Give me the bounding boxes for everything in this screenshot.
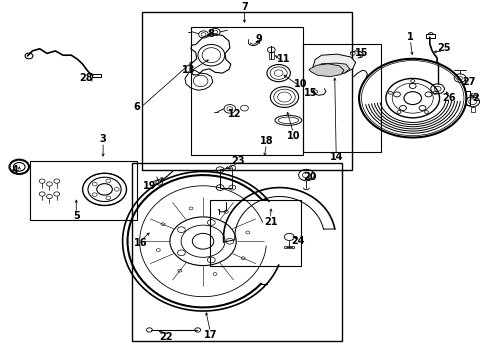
Text: 9: 9 — [255, 34, 262, 44]
Bar — [190, 27, 303, 156]
Text: 6: 6 — [134, 102, 141, 112]
Text: 21: 21 — [264, 217, 278, 226]
Bar — [303, 45, 380, 152]
Polygon shape — [312, 54, 355, 75]
Text: 10: 10 — [293, 79, 306, 89]
Text: 22: 22 — [160, 332, 173, 342]
Text: 24: 24 — [291, 236, 304, 246]
Text: 18: 18 — [259, 136, 273, 146]
Polygon shape — [315, 63, 349, 75]
Text: 19: 19 — [142, 181, 156, 191]
Text: 17: 17 — [203, 330, 217, 340]
Text: 3: 3 — [100, 134, 106, 144]
Text: 15: 15 — [354, 48, 367, 58]
Bar — [210, 200, 300, 266]
Bar — [142, 12, 351, 170]
Text: 16: 16 — [134, 238, 147, 248]
Text: 28: 28 — [79, 73, 93, 84]
Text: 2: 2 — [472, 93, 479, 103]
Text: 27: 27 — [461, 77, 474, 87]
Bar — [132, 162, 341, 341]
Text: 5: 5 — [73, 211, 80, 221]
Bar — [284, 246, 294, 248]
Text: 14: 14 — [330, 152, 343, 162]
Text: 20: 20 — [303, 172, 316, 182]
Text: 13: 13 — [182, 64, 195, 75]
Bar — [268, 52, 273, 59]
Text: 7: 7 — [241, 2, 247, 12]
Bar — [470, 107, 474, 112]
Text: 23: 23 — [231, 156, 244, 166]
Text: 8: 8 — [206, 29, 213, 39]
Text: 4: 4 — [12, 165, 19, 175]
Text: 11: 11 — [276, 54, 290, 64]
Polygon shape — [308, 64, 343, 77]
Bar — [426, 35, 434, 38]
Text: 12: 12 — [227, 109, 241, 119]
Bar — [92, 74, 101, 77]
Text: 15: 15 — [303, 88, 316, 98]
Text: 10: 10 — [286, 131, 300, 141]
Text: 1: 1 — [406, 32, 413, 42]
Text: 25: 25 — [437, 43, 450, 53]
Bar — [30, 161, 137, 220]
Text: 26: 26 — [442, 93, 455, 103]
